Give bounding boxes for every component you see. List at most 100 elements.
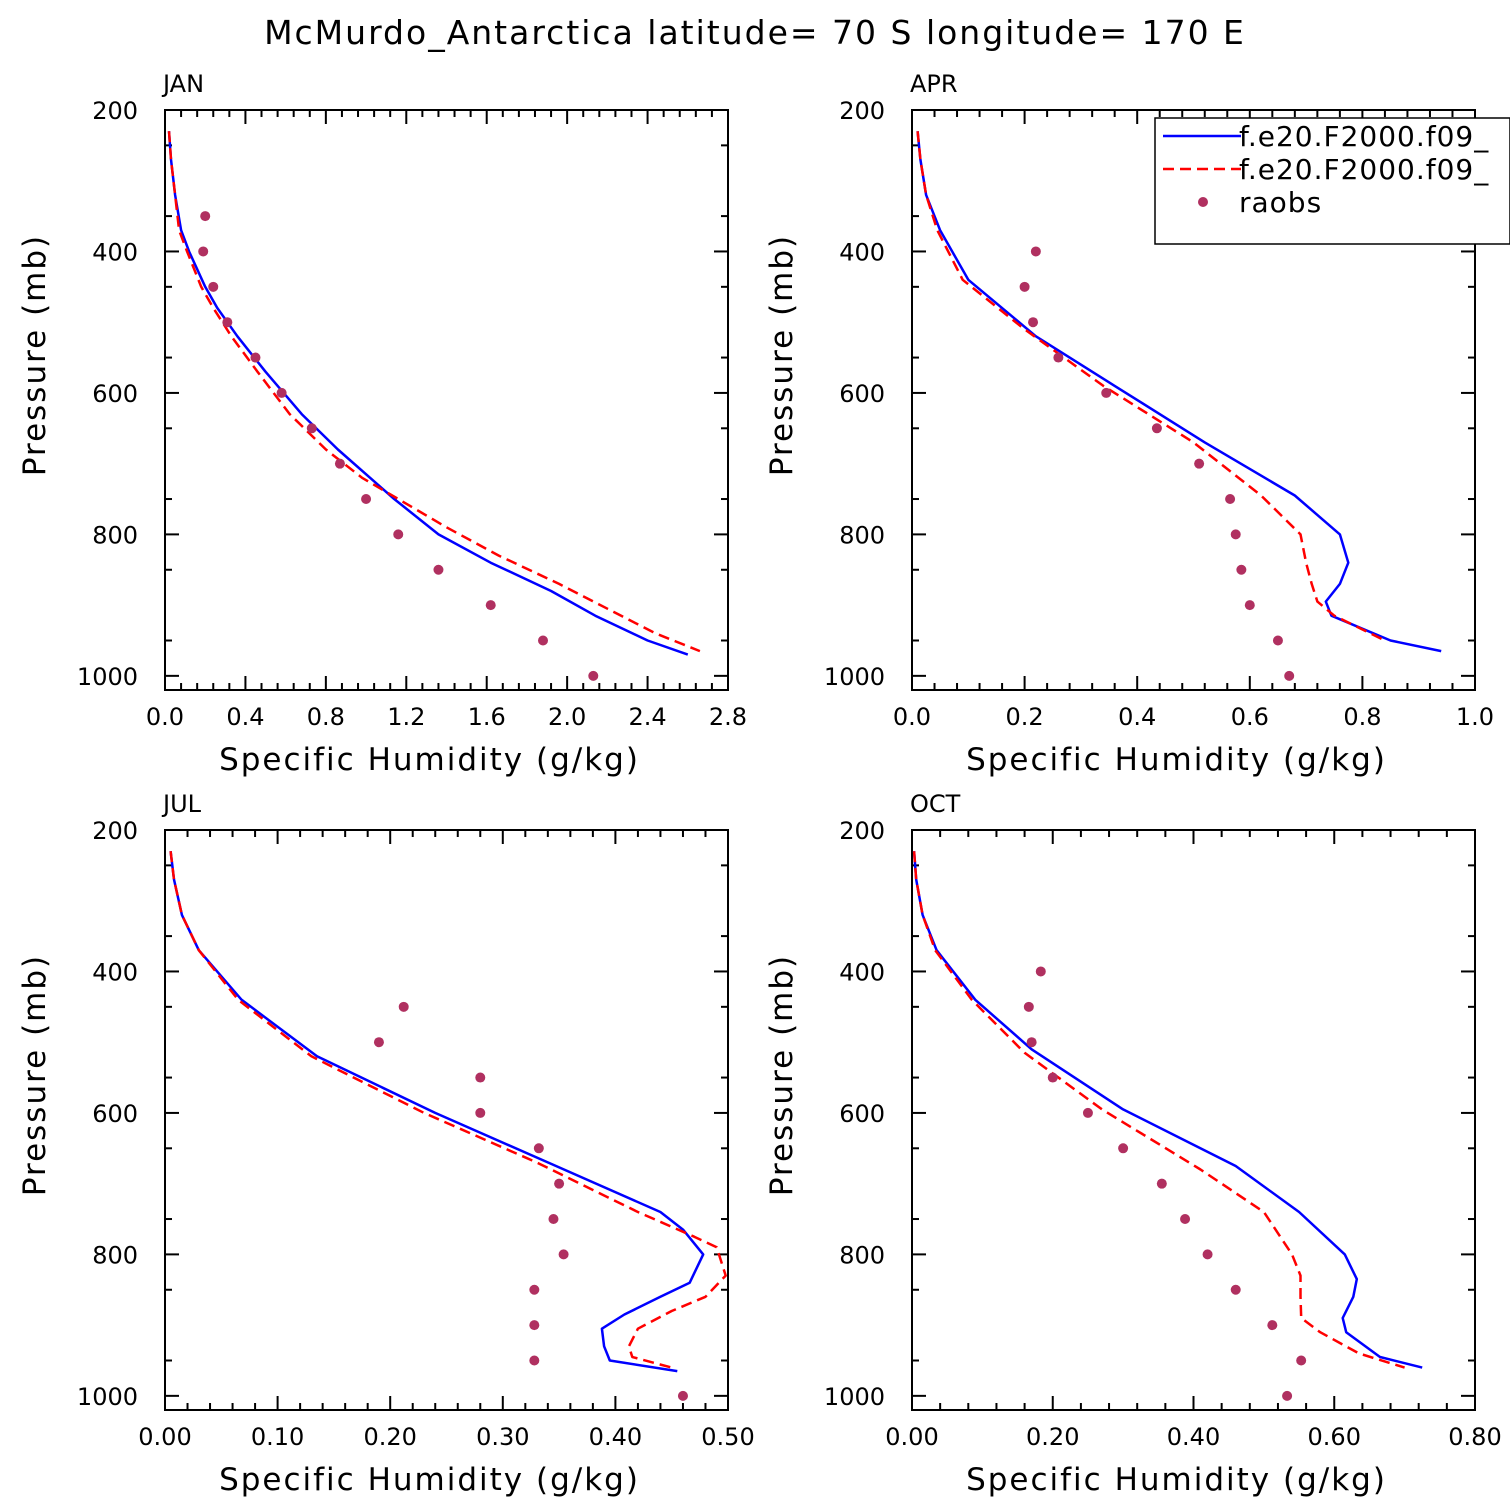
raobs-point	[1118, 1143, 1129, 1154]
raobs-point	[398, 1001, 409, 1012]
raobs-point	[198, 246, 209, 257]
raobs-point	[475, 1107, 486, 1118]
raobs-point	[1047, 1072, 1058, 1083]
x-tick-label: 0.00	[138, 1423, 191, 1451]
y-tick-label: 1000	[824, 663, 885, 691]
x-tick-label: 0.2	[1006, 703, 1044, 731]
figure-title: McMurdo_Antarctica latitude= 70 S longit…	[264, 13, 1246, 52]
raobs-point	[1019, 281, 1030, 292]
raobs-point	[558, 1249, 569, 1260]
raobs-point	[1151, 423, 1162, 434]
plot-frame	[911, 109, 1476, 691]
legend-label: f.e20.F2000.f09_	[1239, 120, 1489, 153]
raobs-point	[529, 1355, 540, 1366]
y-tick-label: 1000	[824, 1383, 885, 1411]
series-group	[912, 851, 1423, 1401]
raobs-point	[276, 387, 287, 398]
y-tick-label: 200	[839, 97, 885, 125]
raobs-point	[677, 1390, 688, 1401]
raobs-point	[361, 494, 372, 505]
raobs-point	[1030, 246, 1041, 257]
y-tick-label: 400	[92, 958, 138, 986]
x-tick-label: 1.2	[387, 703, 425, 731]
y-tick-label: 200	[92, 817, 138, 845]
raobs-point	[1244, 600, 1255, 611]
x-tick-label: 0.0	[893, 703, 931, 731]
x-tick-label: 1.0	[1456, 703, 1494, 731]
y-tick-label: 800	[839, 521, 885, 549]
model-a-line	[912, 851, 1423, 1369]
x-tick-label: 0.0	[146, 703, 184, 731]
raobs-point	[529, 1320, 540, 1331]
x-tick-label: 0.10	[251, 1423, 304, 1451]
raobs-point	[1101, 387, 1112, 398]
y-tick-label: 400	[839, 958, 885, 986]
y-tick-label: 600	[92, 1100, 138, 1128]
y-axis-label: Pressure (mb)	[17, 954, 53, 1196]
raobs-point	[334, 458, 345, 469]
y-tick-label: 600	[92, 380, 138, 408]
model-a-line	[916, 131, 1442, 653]
raobs-point	[475, 1072, 486, 1083]
plot-frame	[164, 109, 729, 691]
panel-apr: APR 0.0 0.2 0.4 0.6 0.8 1.0 200 400 600 800 1000 Spe…	[764, 70, 1494, 778]
model-b-line	[912, 851, 1405, 1369]
x-tick-label: 2.8	[709, 703, 747, 731]
model-b-line	[916, 131, 1386, 642]
raobs-point	[548, 1214, 559, 1225]
raobs-point	[393, 529, 404, 540]
raobs-point	[250, 352, 261, 363]
raobs-point	[1230, 529, 1241, 540]
legend-marker	[1198, 197, 1208, 207]
y-tick-label: 1000	[77, 1383, 138, 1411]
series-group	[916, 131, 1442, 681]
x-axis-label: Specific Humidity (g/kg)	[966, 742, 1387, 778]
panel-oct: OCT 0.00 0.20 0.40 0.60 0.80 200 400 600 800 1000 S…	[764, 790, 1502, 1498]
panel-label: OCT	[910, 790, 961, 818]
y-axis-label: Pressure (mb)	[764, 954, 800, 1196]
x-tick-label: 0.8	[307, 703, 345, 731]
x-tick-label: 0.80	[1448, 1423, 1501, 1451]
raobs-point	[1035, 966, 1046, 977]
model-a-line	[167, 131, 689, 656]
raobs-point	[1028, 317, 1039, 328]
y-tick-label: 200	[92, 97, 138, 125]
plot-frame	[911, 829, 1476, 1411]
x-tick-label: 0.4	[1118, 703, 1156, 731]
model-b-line	[169, 851, 727, 1369]
x-tick-label: 0.20	[1026, 1423, 1079, 1451]
panel-label: JAN	[161, 70, 204, 98]
raobs-point	[1296, 1355, 1307, 1366]
x-tick-label: 0.50	[701, 1423, 754, 1451]
raobs-point	[529, 1284, 540, 1295]
panel-jan: JAN 0.0 0.4 0.8 1.2 1.6 2.0 2.4 2.8 200 400 600 800 1…	[17, 70, 747, 778]
raobs-point	[1026, 1037, 1037, 1048]
raobs-point	[208, 281, 219, 292]
raobs-point	[538, 635, 549, 646]
x-tick-label: 0.40	[589, 1423, 642, 1451]
legend-label: f.e20.F2000.f09_	[1239, 153, 1489, 186]
y-tick-label: 600	[839, 1100, 885, 1128]
model-a-line	[169, 851, 705, 1373]
x-axis-label: Specific Humidity (g/kg)	[219, 1462, 640, 1498]
raobs-point	[554, 1178, 565, 1189]
raobs-point	[1282, 1390, 1293, 1401]
y-tick-label: 200	[839, 817, 885, 845]
x-axis-label: Specific Humidity (g/kg)	[966, 1462, 1387, 1498]
series-group	[169, 851, 727, 1401]
y-tick-label: 800	[839, 1241, 885, 1269]
panel-label: APR	[910, 70, 958, 98]
panels: JAN 0.0 0.4 0.8 1.2 1.6 2.0 2.4 2.8 200 400 600 800 1…	[17, 70, 1502, 1498]
raobs-point	[373, 1037, 384, 1048]
raobs-point	[222, 317, 233, 328]
raobs-point	[200, 211, 211, 222]
raobs-point	[1053, 352, 1064, 363]
raobs-point	[433, 564, 444, 575]
raobs-point	[1225, 494, 1236, 505]
x-tick-label: 0.30	[476, 1423, 529, 1451]
raobs-point	[1236, 564, 1247, 575]
raobs-point	[1180, 1214, 1191, 1225]
y-tick-label: 800	[92, 1241, 138, 1269]
panel-label: JUL	[161, 790, 202, 818]
